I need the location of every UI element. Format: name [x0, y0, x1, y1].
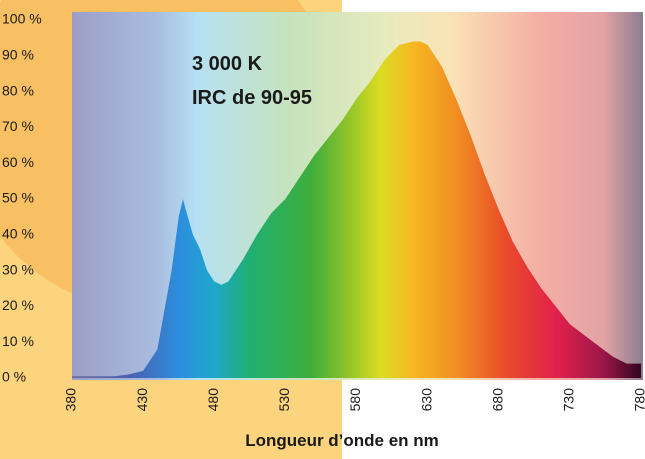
y-tick-label: 70 %: [2, 118, 34, 134]
y-tick-label: 40 %: [2, 226, 34, 242]
y-tick-label: 20 %: [2, 297, 34, 313]
y-tick-label: 50 %: [2, 190, 34, 206]
x-tick-label: 530: [276, 388, 292, 412]
x-tick-label: 580: [347, 388, 363, 412]
x-tick-label: 780: [632, 388, 645, 412]
x-tick-label: 680: [489, 388, 505, 412]
y-tick-label: 60 %: [2, 154, 34, 170]
y-tick-label: 90 %: [2, 47, 34, 63]
x-axis-title: Longueur d’onde en nm: [245, 431, 439, 450]
annotation: 3 000 K: [192, 53, 263, 75]
annotation: IRC de 90-95: [192, 87, 312, 109]
y-tick-label: 80 %: [2, 82, 34, 98]
x-tick-label: 730: [561, 388, 577, 412]
y-tick-label: 30 %: [2, 261, 34, 277]
x-tick-label: 480: [205, 388, 221, 412]
x-tick-label: 630: [418, 388, 434, 412]
y-tick-label: 0 %: [2, 369, 26, 385]
x-tick-label: 430: [134, 388, 150, 412]
y-tick-label: 10 %: [2, 333, 34, 349]
y-tick-label: 100 %: [2, 11, 42, 27]
spectrum-area: [72, 41, 641, 378]
x-tick-label: 380: [63, 388, 79, 412]
